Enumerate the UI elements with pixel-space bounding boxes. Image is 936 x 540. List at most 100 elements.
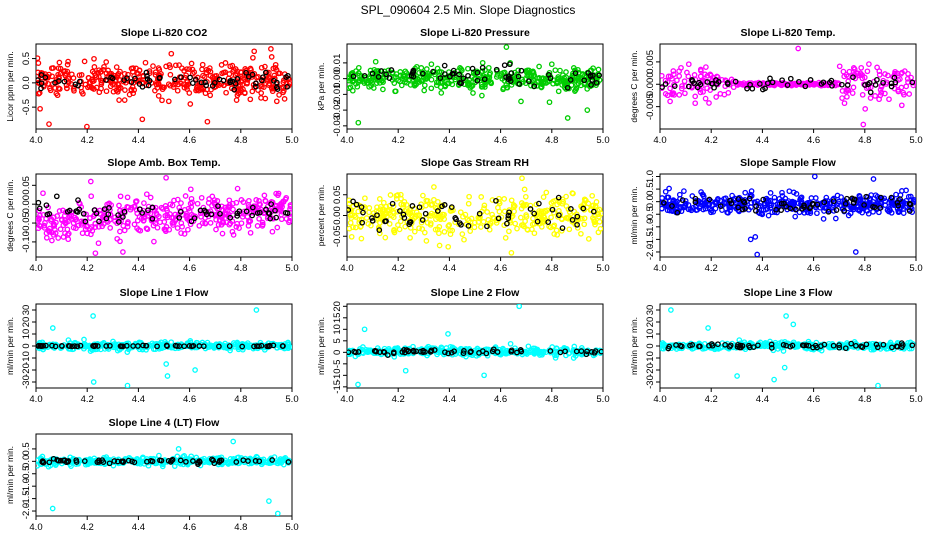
data-point xyxy=(511,203,518,209)
data-point xyxy=(880,79,886,86)
data-point xyxy=(696,79,702,86)
data-point xyxy=(411,228,418,235)
data-point xyxy=(428,210,435,217)
data-point xyxy=(536,63,542,70)
data-point xyxy=(141,200,147,206)
data-point xyxy=(178,230,184,236)
data-point xyxy=(521,223,527,230)
data-point xyxy=(660,205,665,212)
data-point xyxy=(199,61,206,68)
x-tick-label: 4.8 xyxy=(545,394,558,405)
y-tick-label: -0.005 xyxy=(645,93,656,120)
data-point xyxy=(123,342,130,349)
data-point xyxy=(844,93,850,100)
data-point xyxy=(789,342,796,349)
data-point xyxy=(204,339,211,346)
data-point xyxy=(256,343,262,350)
data-point xyxy=(112,81,118,88)
y-tick-label: -0.5 xyxy=(645,206,656,222)
data-point xyxy=(761,201,768,208)
panel-title: Slope Amb. Box Temp. xyxy=(107,157,220,169)
data-point xyxy=(549,206,556,213)
data-point xyxy=(674,198,680,205)
x-tick-label: 4.8 xyxy=(545,263,558,274)
outlier-point xyxy=(860,121,867,128)
data-point xyxy=(348,233,355,240)
data-point xyxy=(56,208,63,214)
data-point xyxy=(114,347,121,354)
data-point xyxy=(685,83,692,90)
data-point xyxy=(272,64,279,71)
data-points xyxy=(347,175,603,256)
data-point xyxy=(571,208,578,215)
data-point xyxy=(349,69,356,76)
x-tick-label: 4.4 xyxy=(443,263,456,274)
y-tick-label: -1.5 xyxy=(21,490,32,506)
data-point xyxy=(266,69,272,76)
data-point xyxy=(262,198,269,205)
data-point xyxy=(222,207,229,213)
data-point xyxy=(92,224,99,230)
data-point xyxy=(506,228,512,235)
data-point xyxy=(808,195,815,201)
x-tick-label: 4.8 xyxy=(858,394,871,405)
data-point xyxy=(366,205,373,211)
data-point xyxy=(91,64,98,70)
data-point xyxy=(213,216,219,223)
data-point xyxy=(554,231,561,238)
data-point xyxy=(114,458,121,465)
data-point xyxy=(358,204,365,210)
data-point xyxy=(465,72,471,79)
data-point xyxy=(892,71,898,78)
data-point xyxy=(268,199,275,205)
data-point xyxy=(522,193,529,200)
data-point xyxy=(259,77,265,84)
data-point xyxy=(397,208,403,214)
x-tick-label: 4.4 xyxy=(756,263,769,274)
data-point xyxy=(580,205,587,212)
data-point xyxy=(178,220,185,226)
data-point xyxy=(362,195,368,202)
data-point xyxy=(380,86,386,93)
data-point xyxy=(55,65,62,72)
data-point xyxy=(236,225,242,231)
data-point xyxy=(715,341,721,348)
data-point xyxy=(534,218,541,225)
data-point xyxy=(814,201,821,208)
data-point xyxy=(596,213,602,220)
data-point xyxy=(742,206,748,212)
outlier-point xyxy=(204,118,211,125)
data-point xyxy=(434,208,441,214)
data-point xyxy=(103,70,110,77)
data-point xyxy=(279,203,285,210)
outlier-point xyxy=(875,382,881,388)
data-point xyxy=(598,348,603,355)
data-point xyxy=(57,226,64,233)
data-point xyxy=(859,75,866,82)
data-point xyxy=(245,344,252,350)
data-point xyxy=(794,341,801,348)
data-point xyxy=(355,64,362,71)
data-point xyxy=(231,86,238,93)
data-point xyxy=(742,189,749,196)
data-point xyxy=(256,215,262,222)
data-point xyxy=(807,77,814,83)
panel-title: Slope Line 2 Flow xyxy=(431,287,521,299)
panel-2: Slope Li-820 Temp.4.0 4.2 4.4 4.6 4.8 5.0-0.0… xyxy=(629,27,923,146)
data-point xyxy=(234,210,241,217)
data-point xyxy=(682,198,689,204)
data-point xyxy=(736,337,743,343)
data-point xyxy=(229,200,236,207)
data-point xyxy=(226,221,233,228)
y-axis-label: ml/min per min. xyxy=(5,317,15,375)
data-point xyxy=(428,76,435,83)
data-point xyxy=(115,212,121,218)
x-tick-label: 4.8 xyxy=(858,263,871,274)
data-point xyxy=(194,82,201,89)
data-point xyxy=(554,76,561,83)
y-tick-label: 20 xyxy=(21,317,32,328)
data-point xyxy=(258,90,265,96)
data-point xyxy=(559,216,565,223)
